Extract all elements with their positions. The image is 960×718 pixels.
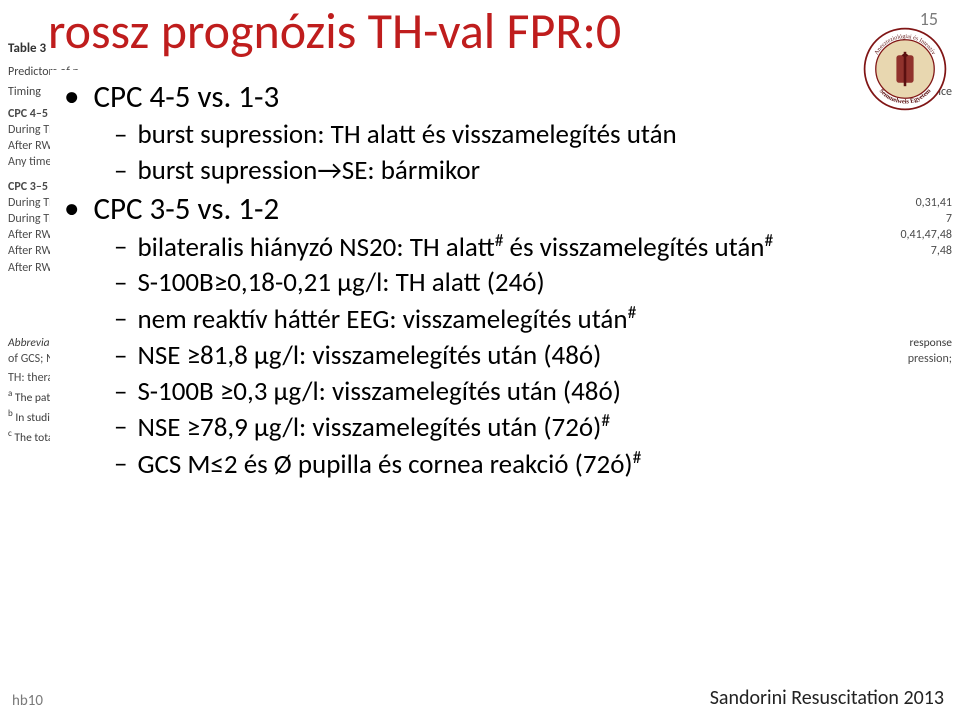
content-box: • CPC 4-5 vs. 1-3 – burst supression: TH…	[50, 70, 850, 496]
slide-title: rossz prognózis TH-val FPR:0	[48, 6, 621, 59]
sub-eeg: – nem reaktív háttér EEG: visszamelegíté…	[114, 302, 840, 337]
dash-icon: –	[114, 375, 127, 409]
sub-ns20: – bilateralis hiányzó NS20: TH alatt# és…	[114, 230, 840, 265]
sub-nse-72: – NSE ≥78,9 μg/l: visszamelegítés után (…	[114, 410, 840, 445]
sub-burst-supression: – burst supression: TH alatt és visszame…	[114, 118, 840, 152]
sub-burst-se: – burst supression→SE: bármikor	[114, 154, 840, 188]
dash-icon: –	[114, 410, 127, 444]
sub-gcs: – GCS M≤2 és Ø pupilla és cornea reakció…	[114, 447, 840, 482]
dash-icon: –	[114, 339, 127, 373]
bullet-icon: •	[64, 190, 79, 227]
footer-citation: Sandorini Resuscitation 2013	[710, 686, 944, 710]
footer-left: hb10	[12, 692, 43, 710]
dash-icon: –	[114, 154, 127, 188]
sub-nse-48: – NSE ≥81,8 μg/l: visszamelegítés után (…	[114, 339, 840, 373]
bullet-cpc35: • CPC 3-5 vs. 1-2	[64, 190, 840, 228]
sub-s100b-48: – S-100B ≥0,3 μg/l: visszamelegítés után…	[114, 375, 840, 409]
slide: Table 3 Predictors of p Timing erence CP…	[0, 0, 960, 718]
dash-icon: –	[114, 266, 127, 300]
bullet-icon: •	[64, 78, 79, 115]
sub-s100b-24: – S-100B≥0,18-0,21 μg/l: TH alatt (24ó)	[114, 266, 840, 300]
dash-icon: –	[114, 447, 127, 481]
dash-icon: –	[114, 230, 127, 264]
bullet-cpc45: • CPC 4-5 vs. 1-3	[64, 78, 840, 116]
university-logo: Aneszteziológiai és Intenzív Semmelweis …	[862, 26, 948, 112]
dash-icon: –	[114, 118, 127, 152]
dash-icon: –	[114, 302, 127, 336]
